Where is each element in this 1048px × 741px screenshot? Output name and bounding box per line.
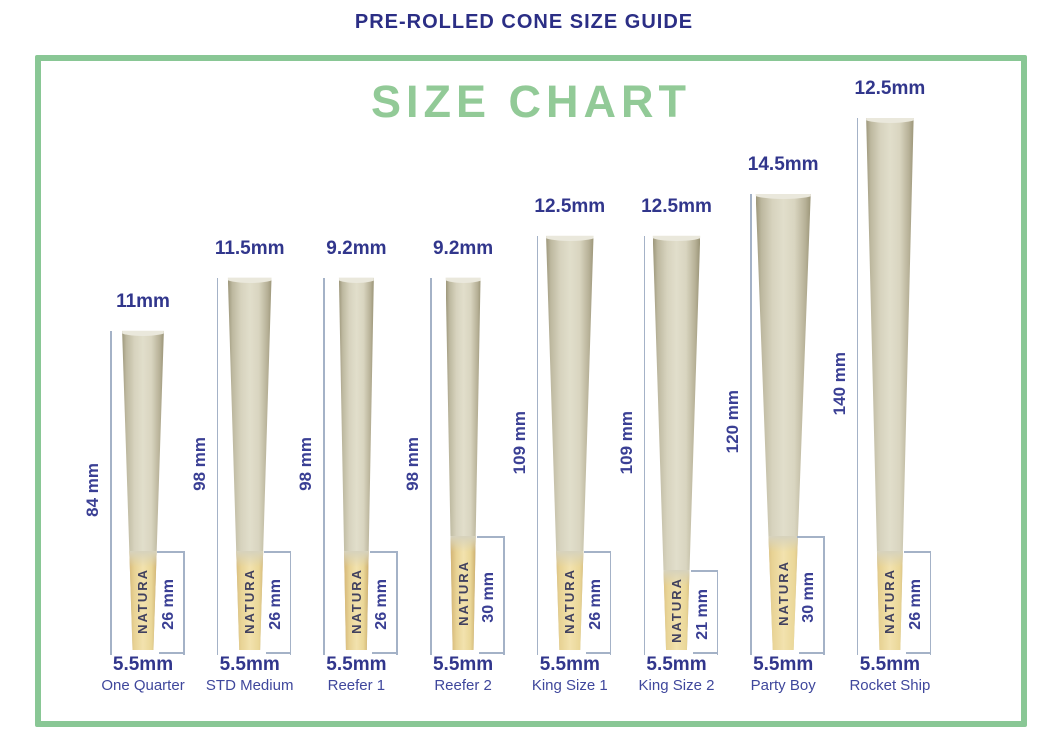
length-dimension-line <box>536 235 539 655</box>
chart-title: SIZE CHART <box>371 76 691 127</box>
brand-text: NATURA <box>882 567 898 634</box>
cone-name-label: King Size 1 <box>531 677 608 694</box>
tip-diameter-label: 14.5mm <box>747 154 819 175</box>
cone-name-label: One Quarter <box>101 677 185 694</box>
page-title: PRE-ROLLED CONE SIZE GUIDE <box>354 11 694 33</box>
base-diameter-label: 5.5mm <box>112 654 174 675</box>
tip-diameter-label: 11.5mm <box>214 237 285 259</box>
length-label: 140 mm <box>826 118 854 650</box>
filter-top-tick <box>477 536 504 538</box>
filter-bottom-tick <box>159 652 183 654</box>
cone-name-label: Reefer 1 <box>327 677 386 694</box>
filter-dimension-line <box>289 551 292 655</box>
filter-bottom-tick <box>905 652 930 654</box>
filter-dimension-line <box>396 551 398 655</box>
base-diameter-label: 5.5mm <box>539 654 600 675</box>
filter-top-tick <box>263 551 290 553</box>
tip-diameter-label: 9.2mm <box>432 237 494 259</box>
filter-bottom-tick <box>265 652 290 654</box>
filter-top-tick <box>797 536 824 538</box>
filter-fade <box>546 551 594 568</box>
base-diameter-label: 5.5mm <box>326 654 387 675</box>
base-diameter-label: 5.5mm <box>219 654 280 675</box>
length-dimension-line <box>323 277 325 655</box>
filter-dimension-line <box>609 551 612 655</box>
filter-bottom-tick <box>692 652 717 654</box>
chart-frame <box>35 55 1027 727</box>
filter-dimension-line <box>183 551 185 655</box>
length-dimension-line <box>110 330 112 655</box>
filter-top-tick <box>690 570 717 572</box>
filter-label: 26 mm <box>904 555 928 654</box>
filter-dimension-line <box>716 570 718 655</box>
tip-diameter-label: 9.2mm <box>326 237 387 259</box>
filter-fade <box>338 551 374 568</box>
cone-top-rim <box>445 277 481 283</box>
cone-name-label: Party Boy <box>750 677 816 694</box>
filter-fade <box>445 535 481 552</box>
tip-diameter-label: 12.5mm <box>534 195 606 217</box>
base-diameter-label: 5.5mm <box>753 654 814 675</box>
length-dimension-line <box>643 235 645 655</box>
filter-bottom-tick <box>585 652 610 654</box>
filter-label-text: 26 mm <box>906 579 924 630</box>
filter-bottom-tick <box>372 652 397 654</box>
cone-top-rim <box>652 235 701 241</box>
cone-top-rim <box>227 277 272 283</box>
cone-top-rim <box>755 194 811 199</box>
filter-top-tick <box>157 551 183 553</box>
base-diameter-label: 5.5mm <box>859 654 920 675</box>
length-label-text: 140 mm <box>829 352 849 416</box>
filter-fade <box>652 570 701 587</box>
filter-top-tick <box>903 551 930 553</box>
cone-name-label: STD Medium <box>205 677 294 694</box>
cone-name-label: Rocket Ship <box>849 677 931 694</box>
tip-diameter-label: 12.5mm <box>854 78 926 99</box>
cone-top-rim <box>866 118 914 123</box>
filter-bottom-tick <box>799 652 824 654</box>
filter-top-tick <box>583 551 610 553</box>
tip-diameter-label: 12.5mm <box>641 195 712 217</box>
filter-dimension-line <box>823 536 825 655</box>
filter-top-tick <box>370 551 397 553</box>
length-dimension-line <box>216 277 219 655</box>
tip-diameter-label: 11mm <box>116 290 170 312</box>
filter-fade <box>755 536 811 552</box>
length-dimension-line <box>430 277 432 655</box>
filter-dimension-line <box>929 551 932 655</box>
base-diameter-label: 5.5mm <box>646 654 707 675</box>
length-dimension-line <box>856 118 859 655</box>
filter-dimension-line <box>503 536 505 655</box>
length-dimension-line <box>750 194 752 655</box>
cone-top-rim <box>546 235 594 241</box>
filter-bottom-tick <box>479 652 504 654</box>
cone-name-label: King Size 2 <box>638 677 715 694</box>
cone-top-rim <box>338 277 374 283</box>
cone-top-rim <box>122 330 164 336</box>
cone-name-label: Reefer 2 <box>434 677 492 694</box>
filter-fade <box>122 551 164 568</box>
base-diameter-label: 5.5mm <box>432 654 494 675</box>
filter-fade <box>866 551 914 568</box>
filter-fade <box>227 551 272 568</box>
